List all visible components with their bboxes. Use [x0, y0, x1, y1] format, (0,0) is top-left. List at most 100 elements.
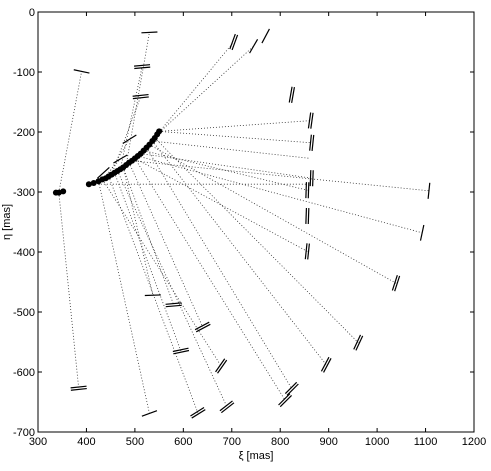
position-marker [165, 304, 182, 308]
position-marker [320, 356, 330, 372]
position-marker [307, 182, 310, 199]
position-marker [307, 243, 310, 260]
x-tick-label: 700 [223, 436, 241, 448]
position-marker [309, 134, 312, 151]
data-point [60, 188, 67, 195]
position-marker [286, 383, 299, 396]
position-marker [309, 170, 312, 187]
connection-line [159, 120, 311, 132]
position-marker [219, 400, 233, 412]
y-tick-label: -100 [13, 67, 35, 79]
position-marker [194, 321, 210, 331]
x-axis-label: ξ [mas] [239, 450, 274, 462]
position-marker [305, 182, 308, 199]
position-marker [249, 38, 259, 54]
connections-layer [58, 32, 429, 414]
x-tick-label: 1200 [462, 436, 486, 448]
x-tick-label: 1100 [414, 436, 438, 448]
position-marker [355, 335, 364, 351]
connection-line [134, 158, 308, 252]
data-point [156, 128, 163, 135]
position-marker [310, 112, 314, 129]
y-tick-label: -600 [13, 367, 35, 379]
x-tick-label: 500 [126, 436, 144, 448]
position-marker [427, 182, 431, 199]
connection-line [131, 160, 429, 192]
connection-line [146, 147, 293, 390]
y-axis-label: η [mas] [1, 204, 13, 240]
connection-line [140, 153, 312, 179]
connection-line [134, 158, 286, 401]
position-marker [391, 275, 398, 291]
position-marker [191, 409, 206, 419]
x-tick-label: 800 [271, 436, 289, 448]
connection-line [143, 150, 308, 191]
position-marker [291, 87, 296, 103]
position-marker [284, 381, 298, 395]
connection-line [156, 41, 235, 135]
position-marker [304, 243, 308, 260]
x-tick-label: 400 [77, 436, 95, 448]
connection-line [137, 155, 423, 234]
position-marker [172, 347, 189, 353]
connection-line [149, 144, 397, 284]
position-marker [165, 302, 182, 305]
connection-line [98, 181, 150, 414]
plot-frame [37, 11, 475, 433]
connection-line [58, 71, 82, 193]
position-marker [419, 224, 425, 241]
connection-line [156, 45, 254, 135]
y-tick-label: -700 [13, 427, 35, 439]
connection-line [152, 140, 327, 366]
position-marker [141, 410, 158, 417]
position-marker [278, 393, 291, 406]
connection-line [128, 162, 204, 328]
connection-line [159, 131, 312, 144]
position-marker [307, 208, 310, 225]
x-tick-label: 1000 [365, 436, 389, 448]
position-marker [261, 28, 270, 44]
position-marker [323, 358, 332, 373]
connection-line [102, 179, 222, 367]
y-tick-label: -200 [13, 127, 35, 139]
position-marker [132, 96, 149, 100]
position-marker [305, 207, 308, 224]
position-marker [288, 86, 293, 103]
connection-line [114, 172, 182, 352]
position-marker [312, 170, 314, 187]
position-marker [134, 64, 151, 67]
position-marker [141, 31, 158, 34]
position-marker [70, 387, 87, 391]
y-tick-label: -300 [13, 187, 35, 199]
position-marker [190, 407, 205, 417]
x-tick-label: 900 [319, 436, 337, 448]
position-marker [279, 394, 292, 408]
position-marker [173, 349, 190, 355]
position-marker [229, 33, 236, 50]
connection-line [122, 167, 154, 296]
position-marker [231, 34, 239, 51]
position-marker [113, 154, 128, 164]
position-marker [144, 294, 161, 297]
position-marker [73, 69, 90, 74]
x-tick-label: 600 [174, 436, 192, 448]
ticks-layer: 300 400 500 600 700 800 900 1000 1100 1200 0 -100 -2… [13, 7, 486, 448]
markers-layer [70, 28, 431, 419]
data-point [90, 180, 97, 186]
points-layer [52, 128, 163, 196]
connection-line [152, 140, 311, 159]
connection-line [111, 96, 142, 175]
data-point [85, 181, 92, 188]
position-marker [215, 358, 226, 373]
position-marker [353, 334, 362, 350]
y-tick-label: -400 [13, 247, 35, 259]
position-marker [220, 402, 235, 414]
position-marker [134, 66, 151, 70]
connection-line [119, 66, 143, 170]
x-tick-label: 300 [29, 436, 47, 448]
position-marker [97, 167, 110, 179]
position-marker [122, 134, 137, 144]
position-marker [217, 359, 228, 374]
